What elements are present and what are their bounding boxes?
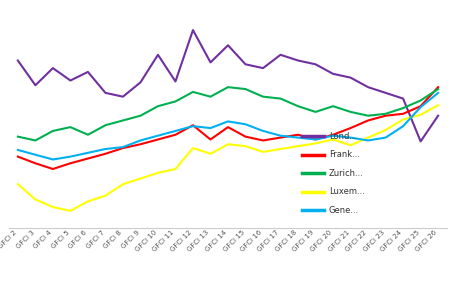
Text: Frank...: Frank...: [328, 150, 359, 159]
Text: Gene...: Gene...: [328, 206, 358, 215]
Text: Luxem...: Luxem...: [328, 187, 364, 196]
Text: Lond...: Lond...: [328, 132, 356, 140]
Text: Zurich...: Zurich...: [328, 169, 363, 178]
